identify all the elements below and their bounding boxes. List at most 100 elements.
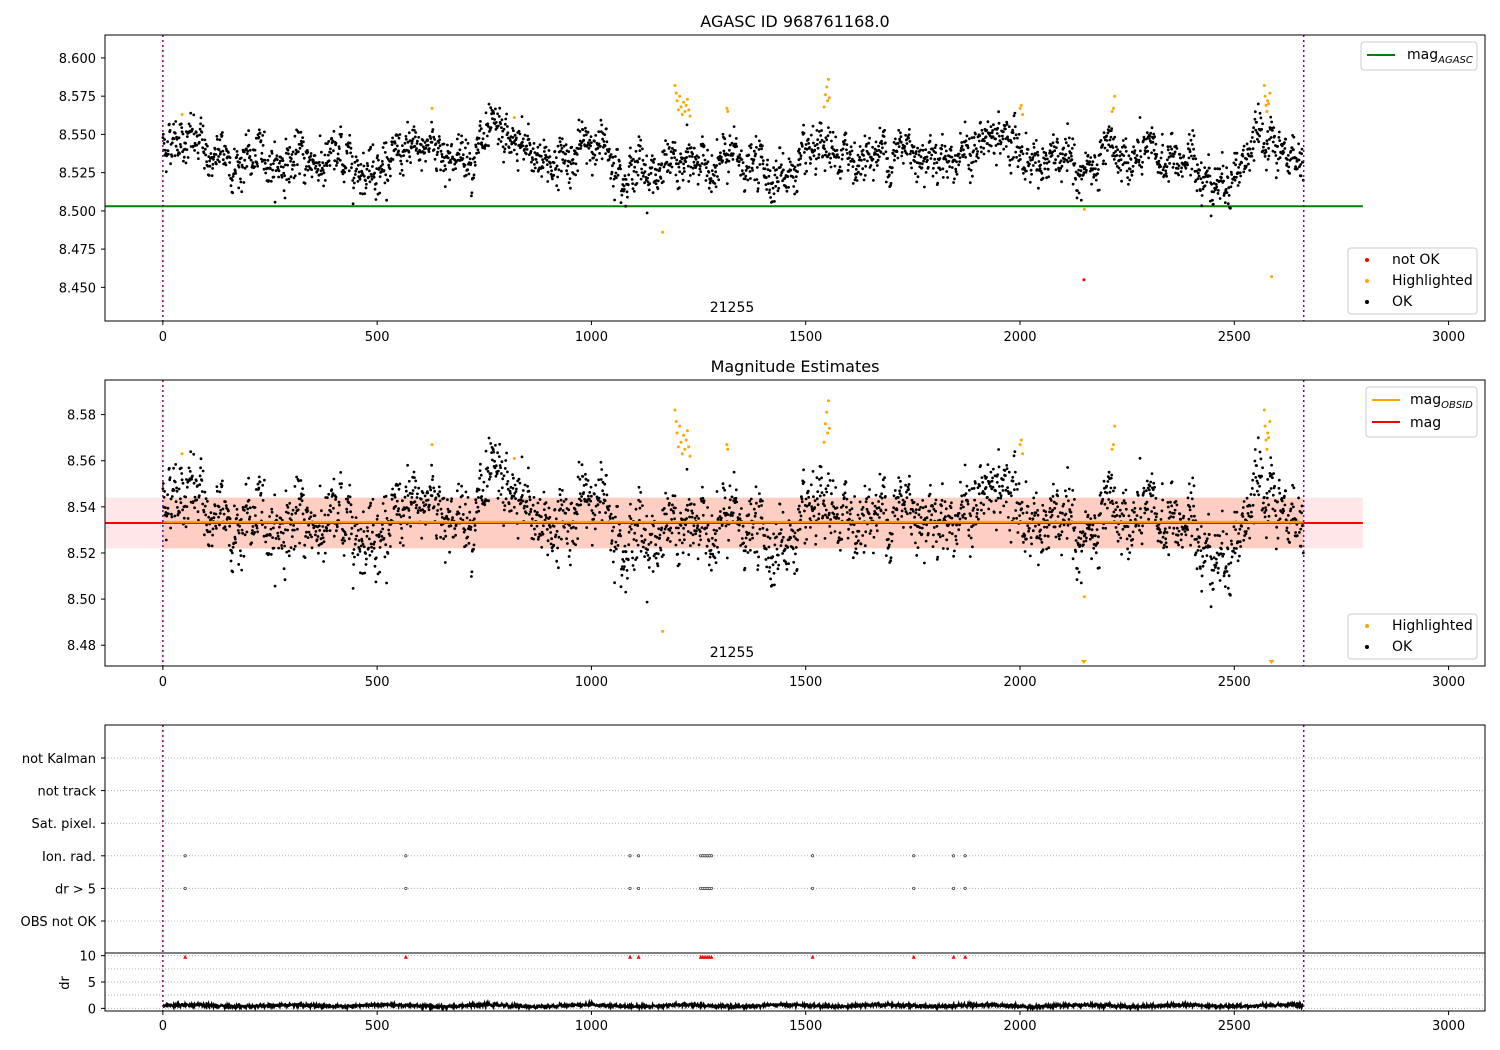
ok-point — [886, 157, 889, 160]
ok-point — [1043, 161, 1046, 165]
ok-point — [1105, 484, 1108, 488]
ok-point — [682, 166, 686, 170]
ok-point — [1090, 528, 1094, 532]
ok-point — [362, 174, 366, 178]
ok-point — [1128, 178, 1132, 182]
ok-point — [750, 533, 754, 536]
x-tick-label: 0 — [159, 330, 167, 345]
ok-point — [460, 134, 463, 138]
ok-point — [379, 530, 383, 534]
ok-point — [1005, 123, 1009, 126]
ok-point — [658, 533, 662, 537]
ok-point — [976, 508, 979, 511]
highlighted-point — [825, 85, 829, 89]
ok-point — [318, 134, 322, 138]
ok-point — [1069, 151, 1073, 155]
ok-point — [600, 468, 604, 471]
ok-point — [311, 159, 315, 162]
ok-point — [423, 510, 427, 513]
ok-point — [234, 172, 238, 175]
ok-point — [283, 196, 287, 200]
panel-2-title: Magnitude Estimates — [711, 357, 880, 376]
ok-point — [867, 512, 871, 516]
ok-point — [1032, 502, 1036, 505]
ok-point — [996, 473, 1000, 476]
ok-point — [978, 134, 982, 138]
ok-point — [322, 560, 325, 563]
ok-point — [496, 112, 499, 116]
ok-point — [227, 544, 231, 547]
ok-point — [443, 164, 447, 168]
ok-point — [775, 176, 779, 180]
ok-point — [1103, 502, 1107, 506]
ok-point — [765, 163, 769, 167]
ok-point — [249, 158, 253, 162]
ok-point — [327, 159, 331, 163]
ok-point — [282, 540, 286, 544]
ok-point — [557, 535, 561, 539]
ok-point — [197, 140, 201, 144]
ok-point — [1178, 153, 1182, 156]
ok-point — [995, 163, 998, 167]
ok-point — [493, 118, 496, 121]
ok-point — [1111, 502, 1115, 505]
ok-point — [854, 176, 858, 179]
ok-point — [303, 173, 307, 177]
ok-point — [627, 165, 631, 168]
ok-point — [448, 178, 451, 182]
ok-point — [599, 460, 603, 464]
ok-point — [674, 506, 677, 510]
ok-point — [230, 178, 234, 182]
ok-point — [721, 482, 725, 486]
ok-point — [675, 158, 679, 162]
ok-point — [1138, 116, 1142, 119]
ok-point — [320, 509, 323, 513]
ok-point — [881, 146, 884, 150]
ok-point — [943, 500, 947, 503]
ok-point — [1010, 141, 1013, 144]
ok-point — [1061, 511, 1064, 515]
ok-point — [628, 525, 632, 529]
ok-point — [494, 474, 498, 478]
ok-point — [953, 514, 957, 517]
ok-point — [813, 144, 817, 148]
ok-point — [251, 164, 254, 167]
ok-point — [948, 531, 952, 534]
ok-point — [1294, 165, 1297, 169]
ok-point — [1088, 169, 1092, 173]
ok-point — [701, 485, 704, 489]
ok-point — [418, 158, 422, 162]
ok-point — [1081, 164, 1085, 168]
ok-point — [768, 169, 772, 173]
ok-point — [277, 546, 280, 550]
ok-point — [816, 503, 820, 506]
ok-point — [489, 442, 493, 445]
ok-point — [189, 111, 193, 115]
ok-point — [1141, 160, 1144, 164]
ok-point — [915, 554, 919, 557]
ok-point — [804, 161, 808, 165]
ok-point — [503, 504, 507, 507]
ok-point — [398, 133, 402, 136]
ok-point — [1297, 158, 1301, 162]
ok-point — [983, 139, 986, 143]
ok-point — [1122, 154, 1126, 158]
ok-point — [686, 503, 689, 507]
ok-point — [266, 158, 270, 162]
ok-point — [428, 503, 431, 507]
highlighted-point — [685, 97, 689, 101]
ok-point — [934, 151, 937, 155]
ok-point — [1101, 526, 1105, 530]
ok-point — [261, 134, 265, 137]
ok-point — [353, 160, 357, 164]
ok-point — [952, 181, 955, 184]
ok-point — [287, 180, 291, 184]
ok-point — [1168, 151, 1172, 155]
ok-point — [468, 151, 472, 155]
ok-point — [227, 151, 230, 154]
ok-point — [593, 492, 596, 496]
ok-point — [387, 163, 391, 167]
ok-point — [328, 529, 332, 532]
ok-point — [714, 538, 718, 542]
ok-point — [982, 512, 986, 515]
